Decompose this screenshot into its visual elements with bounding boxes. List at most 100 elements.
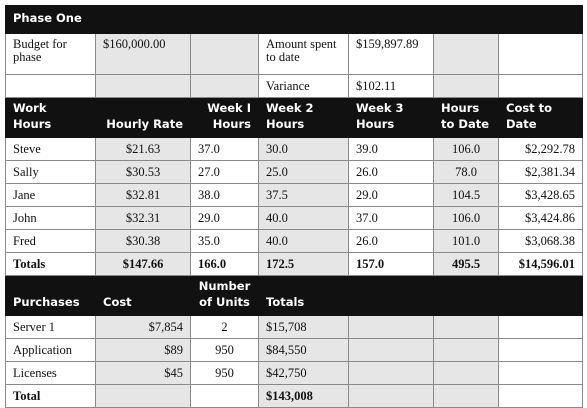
table-cell	[190, 74, 259, 98]
table-cell: 104.5	[433, 183, 499, 207]
table-cell	[497, 361, 584, 385]
table-cell	[433, 33, 499, 75]
table-cell: 37.0	[348, 206, 434, 230]
table-cell: 26.0	[348, 229, 434, 253]
table-cell: 495.5	[433, 252, 499, 276]
table-cell: $7,854	[95, 315, 191, 339]
table-cell	[348, 361, 434, 385]
table-cell	[433, 361, 499, 385]
table-cell	[497, 315, 584, 339]
table-row: Fred $30.38 35.0 40.0 26.0 101.0 $3,068.38	[5, 229, 584, 253]
table-cell	[190, 384, 259, 408]
table-cell	[433, 338, 499, 362]
table-row: John $32.31 29.0 40.0 37.0 106.0 $3,424.86	[5, 206, 584, 230]
table-cell: $159,897.89	[348, 33, 434, 75]
table-cell: $147.66	[95, 252, 191, 276]
table-cell: Amount spent to date	[258, 33, 349, 75]
table-row: Licenses $45 950 $42,750	[5, 361, 584, 385]
table-cell: $42,750	[258, 361, 349, 385]
table-cell: $3,068.38	[497, 229, 584, 253]
table-cell: 37.0	[190, 137, 259, 161]
table-cell: 78.0	[433, 160, 499, 184]
table-cell: 106.0	[433, 206, 499, 230]
table-cell: 950	[190, 361, 259, 385]
table-cell: 106.0	[433, 137, 499, 161]
table-cell	[433, 275, 499, 316]
table-cell: 101.0	[433, 229, 499, 253]
table-cell	[348, 384, 434, 408]
table-cell: 26.0	[348, 160, 434, 184]
table-cell: 166.0	[190, 252, 259, 276]
table-cell: Total	[5, 384, 96, 408]
table-cell: $2,381.34	[497, 160, 584, 184]
table-cell: $30.53	[95, 160, 191, 184]
table-cell: Budget for phase	[5, 33, 96, 75]
table-cell: $89	[95, 338, 191, 362]
table-cell: 29.0	[348, 183, 434, 207]
table-cell: 40.0	[258, 206, 349, 230]
table-cell: 39.0	[348, 137, 434, 161]
table-cell: Steve	[5, 137, 96, 161]
table-row: Application $89 950 $84,550	[5, 338, 584, 362]
table-cell: Week I Hours	[190, 97, 259, 138]
table-cell	[5, 74, 96, 98]
table-row: Total $143,008	[5, 384, 584, 408]
table-cell: Variance	[258, 74, 349, 98]
table-cell: 38.0	[190, 183, 259, 207]
table-cell	[433, 74, 499, 98]
table-cell: Cost	[95, 275, 191, 316]
table-cell: $45	[95, 361, 191, 385]
table-cell	[497, 384, 584, 408]
table-cell: Purchases	[5, 275, 96, 316]
table-cell: $2,292.78	[497, 137, 584, 161]
table-cell: Cost to Date	[497, 97, 584, 138]
table-cell: $14,596.01	[497, 252, 584, 276]
table-cell	[190, 33, 259, 75]
table-row: Jane $32.81 38.0 37.5 29.0 104.5 $3,428.65	[5, 183, 584, 207]
table-cell: $32.31	[95, 206, 191, 230]
table-cell: 27.0	[190, 160, 259, 184]
table-cell	[497, 338, 584, 362]
table-cell: John	[5, 206, 96, 230]
table-cell: 25.0	[258, 160, 349, 184]
table-cell	[433, 315, 499, 339]
table-cell: 37.5	[258, 183, 349, 207]
table-cell: Totals	[5, 252, 96, 276]
table-row: Server 1 $7,854 2 $15,708	[5, 315, 584, 339]
table-row: Totals $147.66 166.0 172.5 157.0 495.5 $14,596…	[5, 252, 584, 276]
table-body: Phase One Budget for phase $160,000.00 Amou…	[4, 5, 584, 408]
table-cell: Week 2 Hours	[258, 97, 349, 138]
table-cell: $15,708	[258, 315, 349, 339]
table-cell	[497, 275, 584, 316]
table-cell: Totals	[258, 275, 349, 316]
table-cell	[348, 338, 434, 362]
title-row: Phase One	[4, 5, 584, 34]
table-row: Variance $102.11	[5, 74, 584, 98]
table-cell: 40.0	[258, 229, 349, 253]
table-cell	[95, 384, 191, 408]
table-cell: $3,428.65	[497, 183, 584, 207]
table-cell	[348, 275, 434, 316]
table-cell: $30.38	[95, 229, 191, 253]
table-row: Steve $21.63 37.0 30.0 39.0 106.0 $2,292.78	[5, 137, 584, 161]
table-cell	[497, 74, 584, 98]
table-cell: Sally	[5, 160, 96, 184]
table-cell: Week 3 Hours	[348, 97, 434, 138]
table-row: Work Hours Hourly Rate Week I Hours Week 2 …	[5, 97, 584, 138]
table-cell: $32.81	[95, 183, 191, 207]
table-cell: $84,550	[258, 338, 349, 362]
table-cell: Hours to Date	[433, 97, 499, 138]
table-cell	[95, 74, 191, 98]
table-cell: $3,424.86	[497, 206, 584, 230]
table-cell	[433, 384, 499, 408]
table-cell: 950	[190, 338, 259, 362]
table-cell	[497, 33, 584, 75]
table-cell: Fred	[5, 229, 96, 253]
table-cell: 29.0	[190, 206, 259, 230]
table-cell: Number of Units	[190, 275, 259, 316]
table-cell: $160,000.00	[95, 33, 191, 75]
table-cell: 2	[190, 315, 259, 339]
table-cell: 30.0	[258, 137, 349, 161]
table-cell: Licenses	[5, 361, 96, 385]
